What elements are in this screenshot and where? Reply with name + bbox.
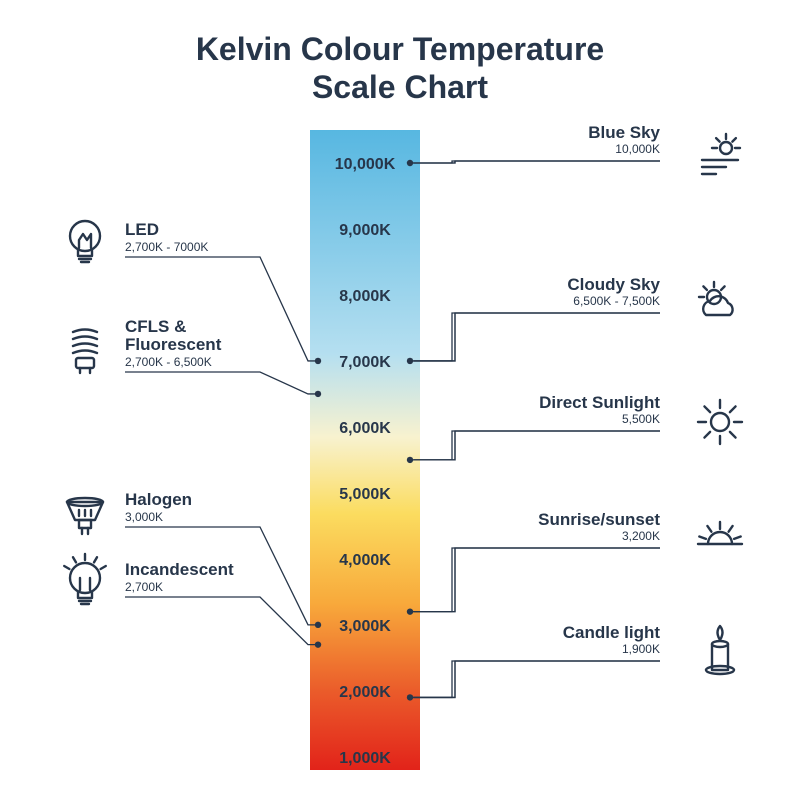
candle-connector-r: [412, 661, 660, 697]
led-title: LED: [125, 220, 159, 239]
right-item-sunlight: Direct Sunlight5,500K: [539, 393, 660, 426]
kelvin-chart: Kelvin Colour TemperatureScale Chart 10,0…: [0, 0, 800, 800]
cloudy-connector-r: [412, 313, 660, 361]
tick-7000: 7,000K: [339, 354, 391, 371]
right-item-sunrise: Sunrise/sunset3,200K: [538, 510, 660, 543]
title-line-2: Scale Chart: [312, 69, 488, 105]
incandescent-sub: 2,700K: [125, 580, 163, 594]
candle-title: Candle light: [563, 623, 661, 642]
tick-1000: 1,000K: [339, 750, 391, 767]
tick-3000: 3,000K: [339, 618, 391, 635]
cloudy-icon: [699, 282, 733, 315]
cfls-icon: [73, 330, 97, 374]
sunrise-title: Sunrise/sunset: [538, 510, 660, 529]
bluesky-title: Blue Sky: [588, 123, 660, 142]
sunrise-connector: [414, 548, 660, 612]
sunlight-title: Direct Sunlight: [539, 393, 660, 412]
right-item-cloudy: Cloudy Sky6,500K - 7,500K: [567, 275, 660, 308]
left-item-halogen: Halogen3,000K: [125, 490, 192, 524]
halogen-title: Halogen: [125, 490, 192, 509]
halogen-icon: [67, 498, 103, 534]
sunlight-dot: [407, 457, 413, 463]
cfls-title2: Fluorescent: [125, 335, 222, 354]
candle-sub: 1,900K: [622, 642, 660, 656]
sunrise-sub: 3,200K: [622, 529, 660, 543]
bluesky-dot: [407, 160, 413, 166]
candle-icon: [706, 626, 734, 674]
tick-5000: 5,000K: [339, 486, 391, 503]
incandescent-dot: [315, 641, 321, 647]
left-item-led: LED2,700K - 7000K: [125, 220, 208, 254]
sunrise-dot: [407, 608, 413, 614]
incandescent-title: Incandescent: [125, 560, 234, 579]
incandescent-icon: [64, 554, 106, 604]
sunlight-icon: [698, 400, 742, 444]
sunrise-connector-r: [412, 548, 660, 612]
cloudy-dot: [407, 358, 413, 364]
halogen-dot: [315, 622, 321, 628]
incandescent-connector: [125, 597, 316, 645]
led-sub: 2,700K - 7000K: [125, 240, 208, 254]
cloudy-connector: [414, 313, 660, 361]
left-item-cfls: CFLS &Fluorescent2,700K - 6,500K: [125, 317, 222, 369]
right-item-candle: Candle light1,900K: [563, 623, 661, 656]
tick-6000: 6,000K: [339, 420, 391, 437]
bluesky-icon: [702, 134, 740, 174]
cfls-connector: [125, 372, 316, 394]
candle-dot: [407, 694, 413, 700]
bluesky-connector-r: [412, 161, 660, 163]
sunrise-icon: [698, 522, 742, 544]
sunlight-connector-r: [412, 431, 660, 460]
tick-8000: 8,000K: [339, 288, 391, 305]
led-icon: [70, 221, 100, 262]
left-item-incandescent: Incandescent2,700K: [125, 560, 234, 594]
tick-4000: 4,000K: [339, 552, 391, 569]
tick-9000: 9,000K: [339, 222, 391, 239]
tick-2000: 2,000K: [339, 684, 391, 701]
right-item-bluesky: Blue Sky10,000K: [588, 123, 660, 156]
led-dot: [315, 358, 321, 364]
candle-connector: [414, 661, 660, 697]
cloudy-sub: 6,500K - 7,500K: [573, 294, 660, 308]
cloudy-title: Cloudy Sky: [567, 275, 660, 294]
bluesky-sub: 10,000K: [615, 142, 660, 156]
halogen-sub: 3,000K: [125, 510, 163, 524]
cfls-sub: 2,700K - 6,500K: [125, 355, 212, 369]
title-line-1: Kelvin Colour Temperature: [196, 31, 604, 67]
cfls-title: CFLS &: [125, 317, 186, 336]
cfls-dot: [315, 391, 321, 397]
tick-10000: 10,000K: [335, 156, 396, 173]
sunlight-sub: 5,500K: [622, 412, 660, 426]
sunlight-connector: [414, 431, 660, 460]
